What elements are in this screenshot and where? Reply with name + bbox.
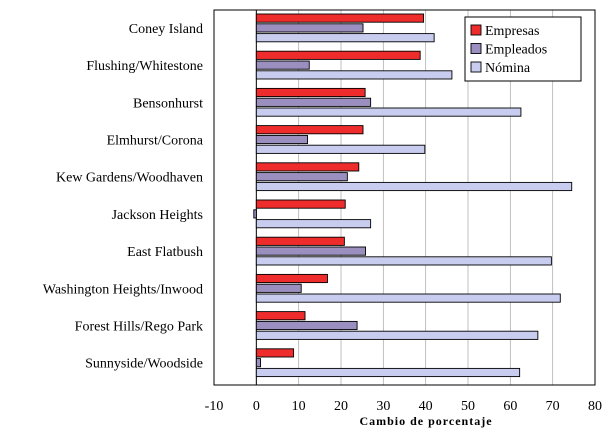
bar-nmina-4	[255, 181, 573, 192]
bar-empleados-2	[255, 97, 372, 107]
bar-nmina-0	[255, 33, 435, 43]
category-label: Jackson Heights	[112, 208, 203, 223]
x-tick-label: 80	[588, 399, 602, 414]
bar-nmina-3	[255, 144, 426, 154]
x-tick-label: -10	[205, 399, 224, 414]
bar-empresas-5	[255, 199, 346, 209]
bar-nmina-6	[255, 256, 552, 266]
bar-empresas-1	[255, 50, 421, 60]
x-axis-title: Cambio de porcentaje	[359, 414, 492, 428]
category-label: Coney Island	[129, 22, 203, 37]
x-tick-label: 70	[546, 399, 560, 414]
plot-frame	[213, 9, 596, 386]
legend-swatch-empresas	[470, 24, 482, 36]
category-label: Sunnyside/Woodside	[85, 357, 203, 372]
x-tick-label: 10	[292, 399, 306, 414]
x-tick-label: 30	[376, 399, 390, 414]
bar-nmina-8	[255, 330, 539, 340]
bar-empleados-8	[255, 320, 358, 331]
legend: Empresas Empleados Nómina	[464, 16, 582, 82]
plot-border	[213, 9, 596, 386]
x-tick-label: 20	[334, 399, 348, 414]
bar-nmina-1	[255, 70, 453, 80]
bars	[253, 13, 573, 378]
bar-empleados-3	[255, 134, 309, 145]
bar-empleados-1	[255, 60, 310, 70]
bar-empleados-6	[255, 246, 367, 256]
x-tick-label: 40	[419, 399, 433, 414]
bar-empresas-4	[255, 162, 360, 172]
bar-empresas-0	[255, 13, 425, 23]
x-tick-labels: -10 0 10 20 30 40 50 60 70 80	[205, 399, 602, 414]
legend-label: Empresas	[485, 24, 539, 39]
category-label: Kew Gardens/Woodhaven	[56, 171, 203, 186]
x-tick-label: 50	[461, 399, 475, 414]
bar-empleados-0	[255, 23, 364, 33]
bar-empleados-7	[255, 283, 302, 293]
legend-label: Nómina	[485, 61, 531, 76]
bar-empresas-6	[255, 236, 345, 246]
category-label: Washington Heights/Inwood	[43, 282, 203, 297]
legend-swatch-empleados	[470, 43, 482, 54]
bar-empleados-9	[255, 358, 262, 368]
bar-nmina-5	[255, 219, 372, 229]
category-label: Bensonhurst	[133, 96, 203, 111]
bar-empresas-7	[255, 273, 328, 284]
x-tick-label: 60	[503, 399, 517, 414]
legend-label: Empleados	[485, 43, 547, 58]
bar-nmina-2	[255, 107, 522, 117]
bar-empleados-5	[253, 209, 257, 219]
x-tick-label: 0	[253, 399, 260, 414]
legend-box	[464, 16, 582, 82]
category-label: East Flatbush	[127, 245, 203, 260]
bar-empresas-3	[255, 125, 364, 135]
category-label: Elmhurst/Corona	[107, 134, 204, 149]
bar-empresas-2	[255, 87, 366, 98]
bar-empleados-4	[255, 172, 348, 182]
bar-nmina-9	[255, 367, 521, 378]
bar-empresas-8	[255, 311, 306, 321]
bar-empresas-9	[255, 348, 295, 358]
legend-swatch-nmina	[470, 61, 482, 73]
bar-nmina-7	[255, 293, 561, 303]
category-label: Flushing/Whitestone	[86, 59, 203, 74]
category-labels: Coney Island Flushing/Whitestone Bensonhur…	[43, 22, 204, 372]
category-label: Forest Hills/Rego Park	[75, 320, 203, 335]
